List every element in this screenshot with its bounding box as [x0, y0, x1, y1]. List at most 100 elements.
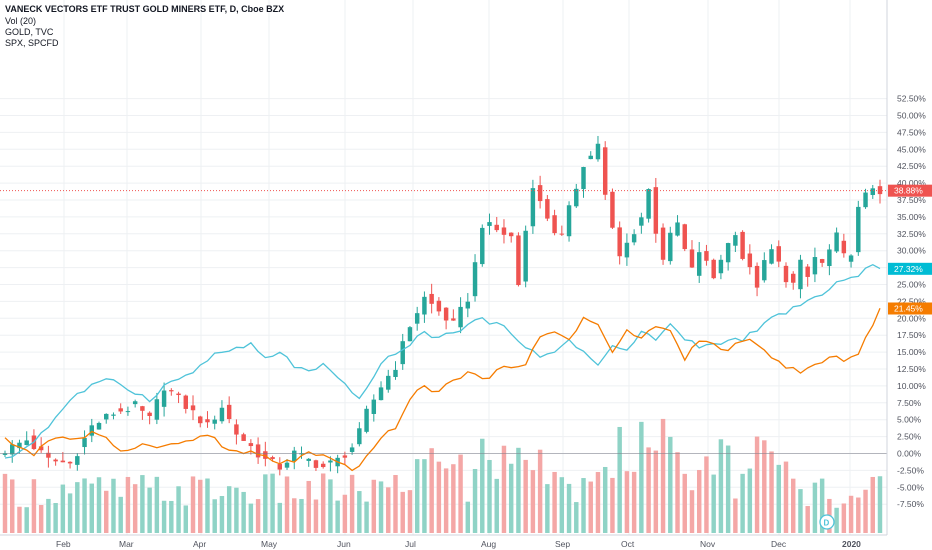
candle-body: [870, 188, 875, 195]
volume-bar: [458, 454, 463, 533]
candle-body: [783, 265, 789, 283]
volume-bar: [595, 472, 601, 533]
volume-bar: [856, 497, 861, 533]
volume-bar: [508, 463, 514, 533]
candle-body: [769, 249, 774, 264]
volume-bar: [711, 474, 716, 533]
candle-body: [176, 393, 181, 396]
volume-bar: [169, 500, 174, 533]
volume-bar: [451, 464, 456, 533]
candle-body: [212, 419, 217, 424]
candle-body: [306, 458, 311, 461]
volume-bar: [523, 459, 528, 533]
candle-body: [617, 227, 622, 257]
x-tick-label: Jun: [337, 539, 351, 549]
volume-bar: [863, 489, 868, 533]
volume-bar: [740, 473, 745, 533]
volume-bar: [378, 481, 384, 533]
volume-bar: [198, 479, 203, 533]
volume-bar: [393, 475, 398, 533]
volume-bar: [89, 483, 95, 533]
candle-body: [443, 307, 449, 321]
candle-body: [487, 222, 492, 226]
volume-indicator-label[interactable]: Vol (20): [5, 16, 36, 26]
candle-body: [313, 460, 319, 468]
volume-bar: [668, 436, 673, 533]
candle-body: [364, 408, 369, 432]
volume-bar: [537, 449, 543, 533]
volume-bar: [754, 436, 760, 533]
volume-bar: [335, 500, 340, 533]
candle-body: [653, 187, 659, 234]
candle-body: [96, 422, 102, 430]
volume-bar: [443, 468, 449, 533]
candle-body: [386, 375, 391, 390]
candle-body: [566, 205, 572, 237]
x-tick-label: Aug: [481, 539, 496, 549]
y-tick-label: 30.00%: [897, 246, 926, 256]
candle-body: [530, 188, 536, 227]
volume-bar: [675, 452, 680, 533]
candle-body: [328, 460, 333, 463]
volume-bar: [783, 461, 789, 533]
candle-body: [82, 437, 87, 448]
y-tick-label: -5.00%: [897, 482, 924, 492]
volume-bar: [132, 484, 138, 533]
y-tick-label: 52.50%: [897, 94, 926, 104]
candle-body: [754, 265, 760, 288]
candle-body: [552, 215, 557, 234]
candle-body: [226, 404, 232, 420]
volume-bar: [465, 501, 471, 533]
candle-body: [537, 185, 543, 202]
candle-body: [646, 189, 651, 219]
y-tick-label: 12.50%: [897, 364, 926, 374]
volume-bar: [646, 447, 651, 533]
y-tick-label: 37.50%: [897, 195, 926, 205]
volume-bar: [190, 476, 196, 533]
volume-bar: [407, 490, 413, 533]
y-tick-label: 32.50%: [897, 229, 926, 239]
volume-bar: [17, 506, 22, 533]
volume-bar: [183, 505, 189, 533]
volume-bar: [371, 479, 377, 533]
volume-bar: [834, 507, 839, 533]
compare-spx-label[interactable]: SPX, SPCFD: [5, 38, 59, 48]
volume-bar: [270, 473, 275, 533]
volume-bar: [400, 491, 405, 533]
gdx-last-value-tag: 38.88%: [888, 184, 932, 197]
gdx-candles: [2, 135, 883, 476]
svg-text:38.88%: 38.88%: [894, 186, 923, 196]
compare-gold-label[interactable]: GOLD, TVC: [5, 27, 54, 37]
candle-body: [516, 235, 521, 286]
volume-bar: [140, 475, 145, 533]
candle-body: [2, 453, 8, 455]
volume-bar: [219, 496, 225, 533]
volume-bar: [328, 479, 333, 533]
y-tick-label: 17.50%: [897, 330, 926, 340]
volume-bar: [501, 445, 507, 533]
candle-body: [75, 456, 80, 465]
volume-bar: [104, 490, 109, 533]
volume-bar: [631, 471, 637, 533]
candle-body: [183, 395, 189, 409]
volume-bar: [660, 418, 666, 533]
candle-body: [682, 224, 687, 250]
x-tick-label: Dec: [771, 539, 787, 549]
volume-bar: [653, 450, 659, 533]
candle-body: [407, 327, 413, 342]
candle-body: [494, 224, 499, 231]
dividend-badge[interactable]: D: [819, 514, 835, 530]
candle-body: [668, 232, 673, 262]
candle-body: [819, 259, 825, 263]
volume-bar: [819, 478, 825, 533]
volume-bar: [2, 473, 8, 533]
candle-body: [588, 155, 593, 160]
volume-bar: [320, 473, 326, 533]
candle-body: [436, 300, 442, 312]
y-tick-label: -7.50%: [897, 499, 924, 509]
volume-bar: [733, 498, 738, 533]
gold-series-line: [4, 263, 881, 459]
candle-body: [790, 273, 796, 283]
candle-body: [856, 206, 861, 253]
